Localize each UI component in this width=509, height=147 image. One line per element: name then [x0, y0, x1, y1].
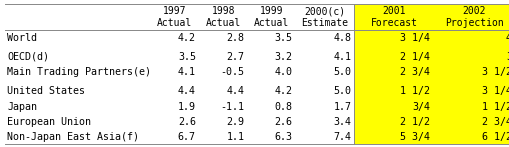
Text: 6 1/2: 6 1/2 — [481, 132, 509, 142]
Text: World: World — [7, 33, 37, 43]
Text: 6.3: 6.3 — [274, 132, 292, 142]
Text: 3 1/4: 3 1/4 — [481, 86, 509, 96]
Text: Non-Japan East Asia(f): Non-Japan East Asia(f) — [7, 132, 139, 142]
Text: 4.2: 4.2 — [178, 33, 195, 43]
Text: 1997: 1997 — [162, 6, 186, 16]
Text: 5 3/4: 5 3/4 — [400, 132, 430, 142]
Text: 2.7: 2.7 — [226, 52, 244, 62]
Text: 4.1: 4.1 — [333, 52, 351, 62]
Text: 2.6: 2.6 — [178, 117, 195, 127]
Text: Actual: Actual — [205, 18, 240, 28]
Text: 4.4: 4.4 — [226, 86, 244, 96]
Text: 6.7: 6.7 — [178, 132, 195, 142]
Text: 2 1/2: 2 1/2 — [400, 117, 430, 127]
Text: -1.1: -1.1 — [220, 101, 244, 112]
Text: 2000(c): 2000(c) — [304, 6, 345, 16]
Text: 1 1/2: 1 1/2 — [481, 101, 509, 112]
Text: 3/4: 3/4 — [412, 101, 430, 112]
Text: 5.0: 5.0 — [333, 67, 351, 77]
Text: 1 1/2: 1 1/2 — [400, 86, 430, 96]
Text: Main Trading Partners(e): Main Trading Partners(e) — [7, 67, 151, 77]
Text: 3.5: 3.5 — [274, 33, 292, 43]
Text: Estimate: Estimate — [301, 18, 348, 28]
Text: 2.9: 2.9 — [226, 117, 244, 127]
Text: United States: United States — [7, 86, 85, 96]
Text: Actual: Actual — [157, 18, 192, 28]
Text: -0.5: -0.5 — [220, 67, 244, 77]
Text: 1.9: 1.9 — [178, 101, 195, 112]
Text: Japan: Japan — [7, 101, 37, 112]
Bar — [354, 4, 433, 144]
Text: 4.0: 4.0 — [274, 67, 292, 77]
Text: 4: 4 — [505, 33, 509, 43]
Text: 5.0: 5.0 — [333, 86, 351, 96]
Text: 2 3/4: 2 3/4 — [481, 117, 509, 127]
Text: 3: 3 — [505, 52, 509, 62]
Text: 4.2: 4.2 — [274, 86, 292, 96]
Bar — [433, 4, 509, 144]
Text: 3 1/2: 3 1/2 — [481, 67, 509, 77]
Text: 1998: 1998 — [211, 6, 235, 16]
Text: 3.2: 3.2 — [274, 52, 292, 62]
Text: 4.1: 4.1 — [178, 67, 195, 77]
Text: 2.6: 2.6 — [274, 117, 292, 127]
Text: Projection: Projection — [444, 18, 503, 28]
Text: 2 1/4: 2 1/4 — [400, 52, 430, 62]
Text: 4.8: 4.8 — [333, 33, 351, 43]
Text: 2001: 2001 — [381, 6, 405, 16]
Text: 3.5: 3.5 — [178, 52, 195, 62]
Text: 2.8: 2.8 — [226, 33, 244, 43]
Text: Forecast: Forecast — [370, 18, 417, 28]
Text: 1999: 1999 — [259, 6, 283, 16]
Text: European Union: European Union — [7, 117, 91, 127]
Text: 2002: 2002 — [462, 6, 485, 16]
Text: OECD(d): OECD(d) — [7, 52, 49, 62]
Text: 1.7: 1.7 — [333, 101, 351, 112]
Text: 0.8: 0.8 — [274, 101, 292, 112]
Text: 3.4: 3.4 — [333, 117, 351, 127]
Text: Actual: Actual — [253, 18, 289, 28]
Text: 1.1: 1.1 — [226, 132, 244, 142]
Text: 7.4: 7.4 — [333, 132, 351, 142]
Text: 3 1/4: 3 1/4 — [400, 33, 430, 43]
Text: 2 3/4: 2 3/4 — [400, 67, 430, 77]
Text: 4.4: 4.4 — [178, 86, 195, 96]
